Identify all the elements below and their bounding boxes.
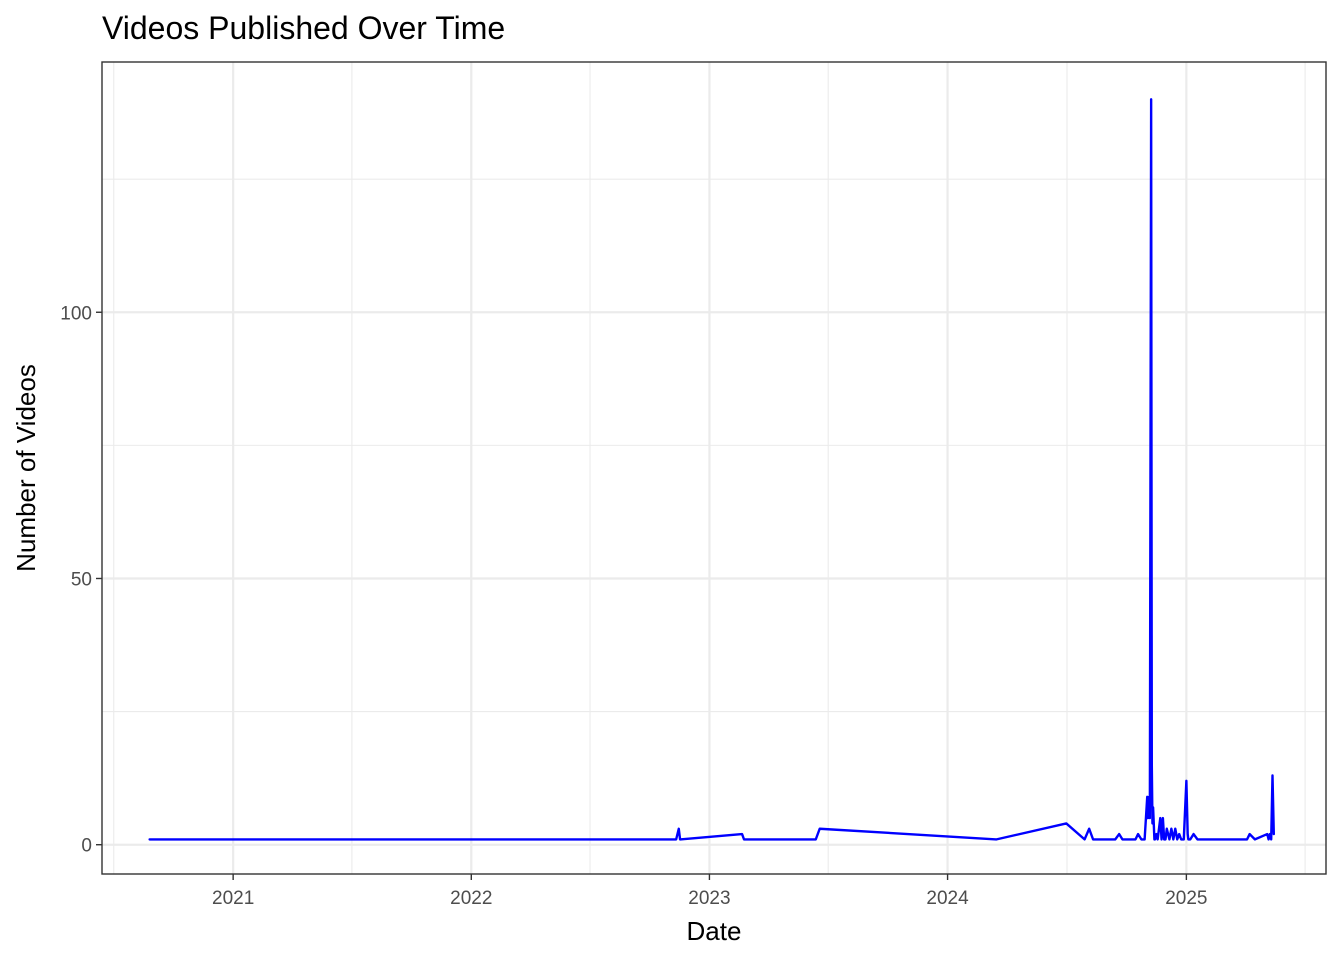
x-tick-label-1: 2022 <box>450 888 492 909</box>
y-axis-title: Number of Videos <box>11 364 41 572</box>
x-axis-title: Date <box>687 916 742 946</box>
x-axis: 2021 2022 2023 2024 2025 <box>212 874 1208 909</box>
x-tick-label-3: 2024 <box>926 888 969 909</box>
x-tick-label-4: 2025 <box>1165 888 1207 909</box>
y-axis: 0 50 100 <box>60 303 102 857</box>
grid <box>102 62 1326 874</box>
x-tick-label-2: 2023 <box>688 888 730 909</box>
plot-panel <box>101 61 1327 875</box>
x-tick-label-0: 2021 <box>212 888 254 909</box>
y-tick-label-0: 0 <box>81 836 92 857</box>
series-line-0 <box>148 98 1276 841</box>
chart-title: Videos Published Over Time <box>102 10 505 46</box>
series-layer <box>148 98 1276 841</box>
y-tick-label-2: 100 <box>60 303 92 324</box>
y-tick-label-1: 50 <box>71 569 92 590</box>
